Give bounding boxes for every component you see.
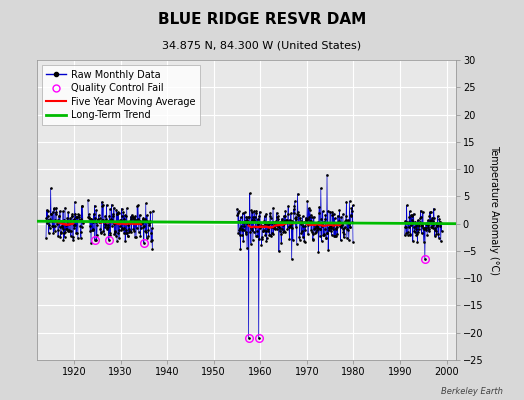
Legend: Raw Monthly Data, Quality Control Fail, Five Year Moving Average, Long-Term Tren: Raw Monthly Data, Quality Control Fail, … — [41, 65, 200, 125]
Text: 34.875 N, 84.300 W (United States): 34.875 N, 84.300 W (United States) — [162, 40, 362, 50]
Y-axis label: Temperature Anomaly (°C): Temperature Anomaly (°C) — [489, 145, 499, 275]
Text: BLUE RIDGE RESVR DAM: BLUE RIDGE RESVR DAM — [158, 12, 366, 27]
Text: Berkeley Earth: Berkeley Earth — [441, 387, 503, 396]
